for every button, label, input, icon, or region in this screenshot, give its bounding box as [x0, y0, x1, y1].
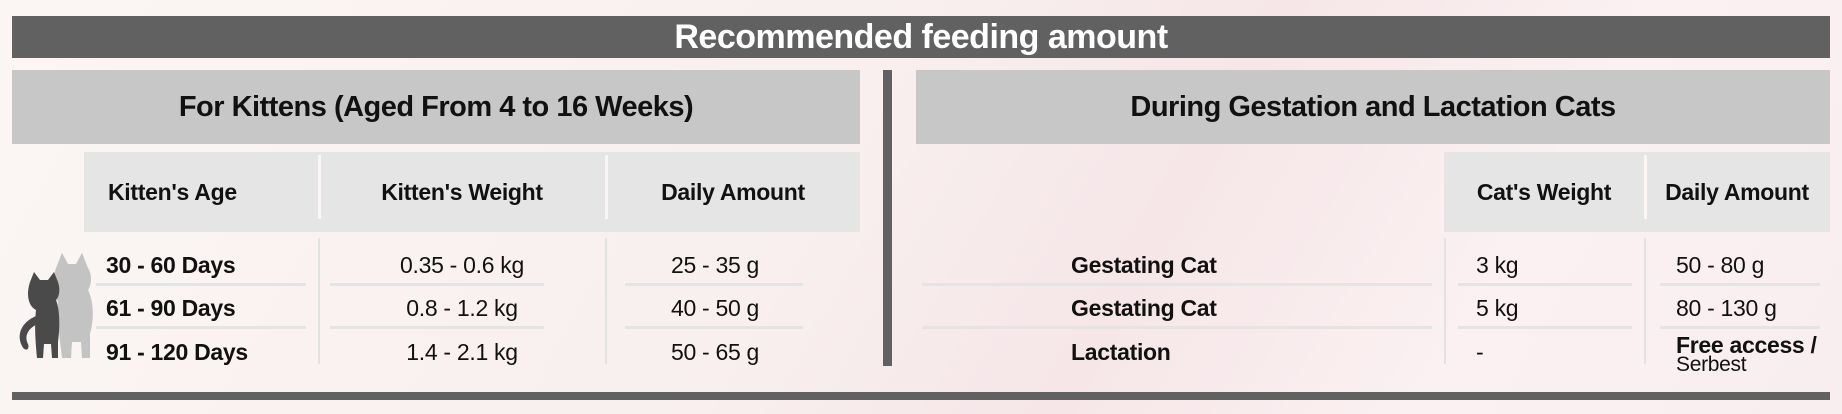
kitten-age-cell: 30 - 60 Days — [106, 252, 236, 278]
column-separator — [1444, 238, 1446, 364]
bottom-rule — [12, 392, 1830, 400]
column-separator — [1644, 155, 1647, 219]
kitten-daily-amount-cell: 50 - 65 g — [670, 339, 760, 365]
column-separator — [1644, 238, 1646, 364]
kittens-heading: For Kittens (Aged From 4 to 16 Weeks) — [12, 70, 860, 144]
row-divider — [625, 283, 803, 286]
kitten-daily-amount-cell: 40 - 50 g — [670, 295, 760, 321]
row-divider — [330, 326, 544, 329]
kitten-daily-amount-cell: 25 - 35 g — [670, 252, 760, 278]
cat-daily-amount-cell: Free access / Serbest — [1676, 334, 1817, 376]
cat-daily-amount-cell: 50 - 80 g — [1676, 252, 1765, 278]
row-divider — [1458, 283, 1632, 286]
cat-weight-cell: 3 kg — [1476, 252, 1519, 278]
column-separator — [318, 238, 320, 364]
kitten-age-cell: 61 - 90 Days — [106, 295, 236, 321]
column-separator — [605, 155, 608, 219]
row-divider — [1458, 326, 1632, 329]
cat-weight-cell: 5 kg — [1476, 295, 1519, 321]
gestation-label-cell: Gestating Cat — [1071, 252, 1217, 278]
gestation-label-cell: Gestating Cat — [1071, 295, 1217, 321]
cat-kitten-silhouette-icon — [19, 253, 93, 358]
column-separator — [318, 155, 321, 219]
cat-weight-header: Cat's Weight — [1444, 152, 1644, 232]
page-title: Recommended feeding amount — [12, 16, 1830, 58]
amount-sub-text: Serbest — [1676, 353, 1747, 376]
cat-daily-amount-cell: 80 - 130 g — [1676, 295, 1777, 321]
gestation-heading: During Gestation and Lactation Cats — [916, 70, 1830, 144]
row-divider — [1660, 326, 1820, 329]
kitten-age-cell: 91 - 120 Days — [106, 339, 248, 365]
kitten-weight-cell: 0.8 - 1.2 kg — [406, 295, 518, 321]
gestation-label-cell: Lactation — [1071, 339, 1171, 365]
amount-main-text: Free access / — [1676, 332, 1817, 358]
kitten-weight-cell: 1.4 - 2.1 kg — [406, 339, 518, 365]
row-divider — [330, 283, 544, 286]
kitten-daily-amount-header: Daily Amount — [606, 152, 860, 232]
kitten-weight-cell: 0.35 - 0.6 kg — [400, 252, 524, 278]
row-divider — [1660, 283, 1820, 286]
column-separator — [605, 238, 607, 364]
kitten-age-header: Kitten's Age — [84, 152, 318, 232]
cat-daily-amount-header: Daily Amount — [1644, 152, 1830, 232]
row-divider — [625, 326, 803, 329]
row-divider — [922, 326, 1432, 329]
panel-divider — [883, 70, 892, 366]
row-divider — [96, 283, 306, 286]
kitten-weight-header: Kitten's Weight — [318, 152, 606, 232]
cat-weight-cell: - — [1476, 339, 1484, 365]
row-divider — [922, 283, 1432, 286]
row-divider — [96, 326, 306, 329]
